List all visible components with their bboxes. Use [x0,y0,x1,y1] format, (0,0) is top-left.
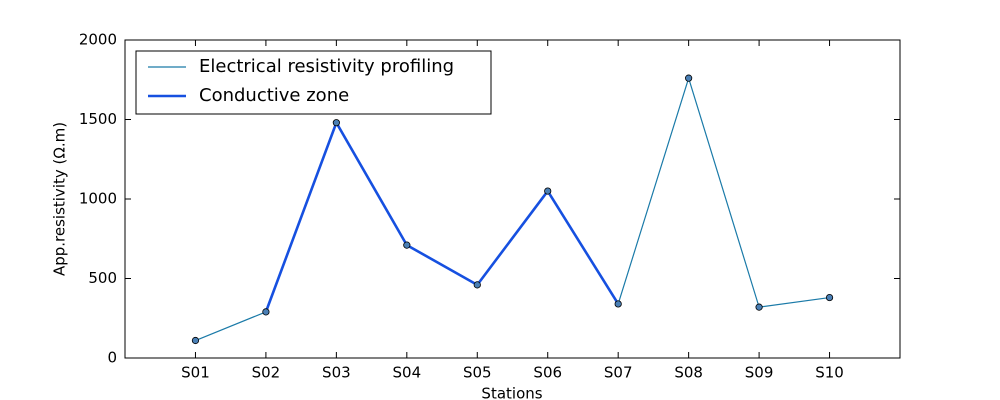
x-tick-label: S03 [322,364,351,382]
series-line [195,77,830,342]
x-tick-label: S09 [745,364,774,382]
x-tick-label: S07 [604,364,633,382]
data-point [614,300,622,308]
x-axis-label: Stations [481,385,542,400]
x-tick-label: S04 [393,364,422,382]
legend: Electrical resistivity profiling Conducti… [135,50,492,115]
legend-label: Conductive zone [199,85,349,106]
data-point [262,308,270,316]
x-tick-label: S08 [674,364,703,382]
data-point [544,187,552,195]
y-tick-label: 1500 [79,110,117,128]
series-line [264,121,620,313]
x-tick-label: S01 [181,364,210,382]
legend-label: Electrical resistivity profiling [199,56,454,77]
x-tick-label: S02 [252,364,281,382]
x-tick-label: S06 [533,364,562,382]
y-tick-label: 500 [88,269,117,287]
y-tick-label: 0 [107,349,117,367]
data-point [191,336,200,345]
data-point [825,293,834,302]
data-point [755,303,763,311]
x-tick-label: S05 [463,364,492,382]
y-axis-label: App.resistivity (Ω.m) [51,122,69,276]
y-tick-label: 1000 [79,190,117,208]
legend-box [135,50,492,115]
x-tick-label: S10 [815,364,844,382]
data-point [332,119,340,127]
y-tick-label: 2000 [79,31,117,49]
data-point [685,74,693,82]
data-point [473,281,481,289]
data-point [403,241,411,249]
